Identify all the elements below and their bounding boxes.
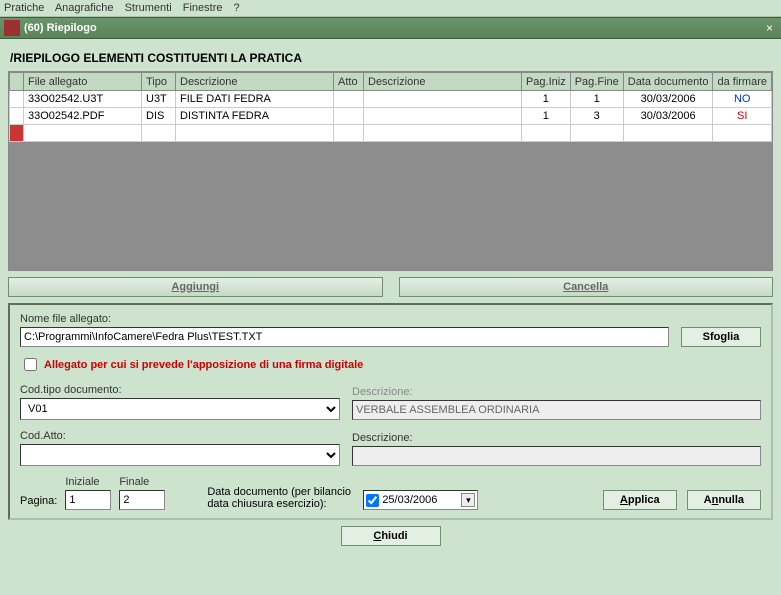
close-icon[interactable]: ×	[762, 21, 777, 35]
col-atto[interactable]: Atto	[334, 73, 364, 91]
form-panel: Nome file allegato: Sfoglia Allegato per…	[8, 303, 773, 520]
col-datadoc[interactable]: Data documento	[623, 73, 713, 91]
table-row-new[interactable]	[10, 125, 772, 142]
firma-label: Allegato per cui si prevede l'apposizion…	[44, 359, 363, 371]
annulla-button[interactable]: Annulla	[687, 490, 761, 510]
codatto-select[interactable]	[20, 444, 340, 466]
col-paginiz[interactable]: Pag.Iniz	[521, 73, 570, 91]
datadoc-input[interactable]: 25/03/2006 ▾	[363, 490, 478, 510]
codtipo-select[interactable]: V01	[20, 398, 340, 420]
table-row[interactable]: 33O02542.U3TU3TFILE DATI FEDRA1130/03/20…	[10, 91, 772, 108]
menu-help[interactable]: ?	[234, 2, 240, 14]
label-nomefile: Nome file allegato:	[20, 313, 761, 325]
menubar: Pratiche Anagrafiche Strumenti Finestre …	[0, 0, 781, 17]
table-row[interactable]: 33O02542.PDFDISDISTINTA FEDRA1330/03/200…	[10, 108, 772, 125]
col-descr[interactable]: Descrizione	[176, 73, 334, 91]
chevron-down-icon[interactable]: ▾	[461, 493, 475, 507]
menu-anagrafiche[interactable]: Anagrafiche	[55, 2, 114, 14]
pagina-iniziale-input[interactable]	[65, 490, 111, 510]
label-descr2: Descrizione:	[352, 432, 761, 444]
datadoc-checkbox[interactable]	[366, 494, 379, 507]
label-codatto: Cod.Atto:	[20, 430, 340, 442]
grid[interactable]: File allegato Tipo Descrizione Atto Desc…	[8, 71, 773, 271]
col-file[interactable]: File allegato	[24, 73, 142, 91]
label-descr: Descrizione:	[352, 386, 761, 398]
descr-input	[352, 400, 761, 420]
cancella-button[interactable]: Cancella	[399, 277, 774, 297]
label-pagina: Pagina:	[20, 495, 57, 510]
menu-pratiche[interactable]: Pratiche	[4, 2, 44, 14]
col-descr2[interactable]: Descrizione	[364, 73, 522, 91]
col-tipo[interactable]: Tipo	[142, 73, 176, 91]
col-mark	[10, 73, 24, 91]
label-finale: Finale	[119, 476, 165, 488]
window-title: (60) Riepilogo	[24, 22, 97, 34]
titlebar: (60) Riepilogo ×	[0, 17, 781, 39]
label-iniziale: Iniziale	[65, 476, 111, 488]
chiudi-button[interactable]: Chiudi	[341, 526, 441, 546]
menu-strumenti[interactable]: Strumenti	[125, 2, 172, 14]
pagina-finale-input[interactable]	[119, 490, 165, 510]
app-icon	[4, 20, 20, 36]
descr2-input	[352, 446, 761, 466]
col-dafirmare[interactable]: da firmare	[713, 73, 772, 91]
sfoglia-button[interactable]: Sfoglia	[681, 327, 761, 347]
menu-finestre[interactable]: Finestre	[183, 2, 223, 14]
nomefile-input[interactable]	[20, 327, 669, 347]
firma-checkbox[interactable]	[24, 358, 37, 371]
label-codtipo: Cod.tipo documento:	[20, 384, 340, 396]
col-pagfine[interactable]: Pag.Fine	[570, 73, 623, 91]
applica-button[interactable]: Applica	[603, 490, 677, 510]
section-title: /RIEPILOGO ELEMENTI COSTITUENTI LA PRATI…	[10, 51, 773, 65]
label-datadoc: Data documento (per bilancio data chiusu…	[207, 486, 357, 510]
aggiungi-button[interactable]: Aggiungi	[8, 277, 383, 297]
